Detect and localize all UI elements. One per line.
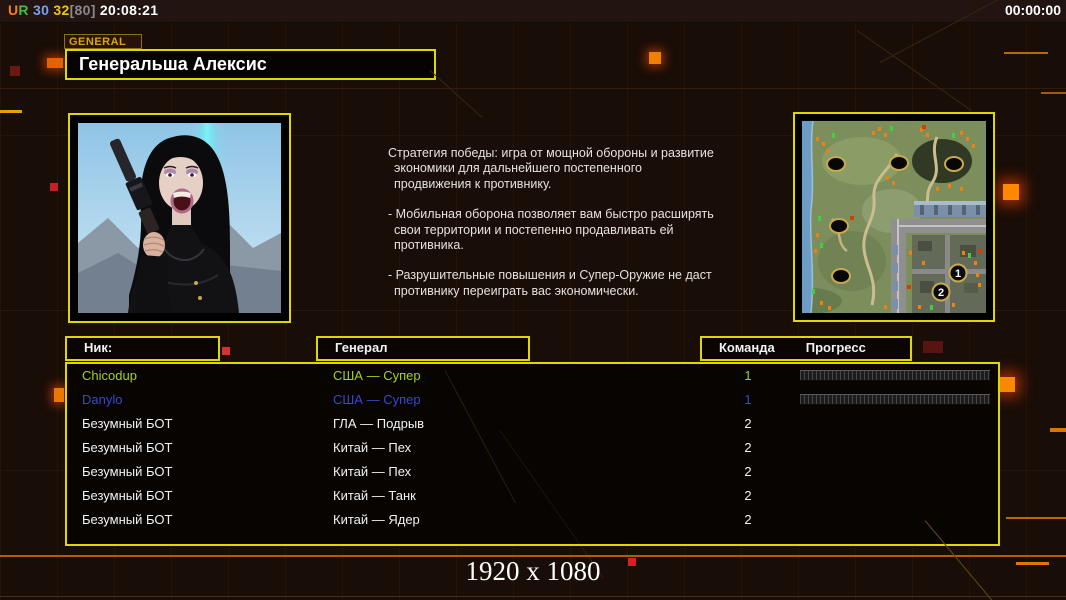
header-nick-label: Ник: bbox=[84, 340, 113, 355]
player-team: 2 bbox=[744, 440, 752, 455]
decoration bbox=[1003, 184, 1019, 200]
decoration bbox=[1041, 92, 1066, 94]
player-general: Китай — Пех bbox=[333, 440, 412, 455]
player-nick: Безумный БОТ bbox=[82, 440, 173, 455]
strategy-text: Стратегия победы: игра от мощной обороны… bbox=[388, 146, 714, 314]
session-stats: UR 30 32[80] 20:08:21 bbox=[8, 2, 158, 18]
stat-segment: 32 bbox=[49, 2, 70, 18]
general-portrait bbox=[68, 113, 291, 323]
player-general: США — Супер bbox=[333, 368, 421, 383]
decoration bbox=[1050, 428, 1066, 432]
decoration bbox=[0, 110, 22, 113]
player-row: Безумный БОТ Китай — Пех 2 bbox=[67, 460, 998, 484]
player-row: Chicodup США — Супер 1 bbox=[67, 364, 998, 388]
player-row: Безумный БОТ Китай — Пех 2 bbox=[67, 436, 998, 460]
strategy-paragraph: Стратегия победы: игра от мощной обороны… bbox=[388, 146, 714, 191]
player-nick: Chicodup bbox=[82, 368, 137, 383]
map-preview: 1 2 bbox=[793, 112, 995, 322]
resolution-label: 1920 x 1080 bbox=[465, 556, 601, 586]
header-team-label: Команда bbox=[719, 340, 775, 355]
stat-segment: U bbox=[8, 2, 19, 18]
stat-segment: 20:08:21 bbox=[95, 2, 159, 18]
player-row: Безумный БОТ ГЛА — Подрыв 2 bbox=[67, 412, 998, 436]
player-team: 1 bbox=[744, 368, 752, 383]
bg-line bbox=[0, 310, 1066, 311]
start-position-markers: 1 2 bbox=[931, 263, 968, 302]
minimap-image: 1 2 bbox=[802, 121, 986, 313]
strategy-paragraph: - Разрушительные повышения и Супер-Оружи… bbox=[388, 268, 712, 298]
player-nick: Безумный БОТ bbox=[82, 488, 173, 503]
decoration bbox=[923, 341, 943, 353]
marker-2: 2 bbox=[938, 287, 944, 299]
player-general: Китай — Пех bbox=[333, 464, 412, 479]
game-timer: 00:00:00 bbox=[1004, 2, 1061, 18]
decoration bbox=[222, 347, 230, 355]
player-row: Безумный БОТ Китай — Танк 2 bbox=[67, 484, 998, 508]
decoration bbox=[47, 58, 63, 68]
decoration bbox=[1000, 377, 1015, 392]
player-general: Китай — Ядер bbox=[333, 512, 420, 527]
player-general: США — Супер bbox=[333, 392, 421, 407]
general-name-title: Генеральша Алексис bbox=[65, 49, 436, 80]
top-status-bar: UR 30 32[80] 20:08:21 00:00:00 bbox=[0, 0, 1066, 23]
player-general: ГЛА — Подрыв bbox=[333, 416, 425, 431]
general-tab-label: GENERAL bbox=[64, 34, 142, 49]
general-name-text: Генеральша Алексис bbox=[79, 54, 267, 74]
player-general: Китай — Танк bbox=[333, 488, 416, 503]
players-table: Chicodup США — Супер 1 Danylo США — Супер 1 Бе… bbox=[65, 362, 1000, 546]
player-progress-bar bbox=[800, 370, 990, 381]
decoration bbox=[50, 183, 58, 191]
bg-line bbox=[0, 135, 1066, 136]
decoration bbox=[649, 52, 661, 64]
marker-1: 1 bbox=[955, 268, 961, 280]
bg-line bbox=[0, 596, 1066, 597]
player-nick: Безумный БОТ bbox=[82, 464, 173, 479]
footer-divider bbox=[0, 555, 1066, 557]
portrait-image bbox=[78, 123, 281, 313]
decoration bbox=[1006, 517, 1066, 519]
player-team: 2 bbox=[744, 464, 752, 479]
player-team: 2 bbox=[744, 416, 752, 431]
decoration bbox=[1004, 52, 1048, 54]
header-progress-label: Прогресс bbox=[805, 340, 866, 355]
stat-segment: [80] bbox=[69, 2, 96, 18]
header-general-label: Генерал bbox=[335, 340, 388, 355]
column-header-team-progress: Команда Прогресс bbox=[700, 336, 912, 361]
stat-segment: 30 bbox=[28, 2, 50, 18]
decoration bbox=[628, 558, 636, 566]
column-header-general: Генерал bbox=[316, 336, 530, 361]
decoration bbox=[10, 66, 20, 76]
decoration bbox=[54, 388, 64, 402]
decoration-line bbox=[429, 70, 483, 118]
column-header-nick: Ник: bbox=[65, 336, 220, 361]
player-nick: Безумный БОТ bbox=[82, 512, 173, 527]
player-team: 2 bbox=[744, 512, 752, 527]
player-nick: Danylo bbox=[82, 392, 123, 407]
stat-segment: R bbox=[18, 2, 29, 18]
strategy-paragraph: - Мобильная оборона позволяет вам быстро… bbox=[388, 207, 714, 252]
player-nick: Безумный БОТ bbox=[82, 416, 173, 431]
decoration bbox=[1016, 562, 1049, 565]
bg-line bbox=[0, 88, 1066, 89]
player-team: 2 bbox=[744, 488, 752, 503]
pistol-icon bbox=[109, 138, 160, 234]
player-row: Danylo США — Супер 1 bbox=[67, 388, 998, 412]
player-team: 1 bbox=[744, 392, 752, 407]
player-row: Безумный БОТ Китай — Ядер 2 bbox=[67, 508, 998, 532]
player-progress-bar bbox=[800, 394, 990, 405]
